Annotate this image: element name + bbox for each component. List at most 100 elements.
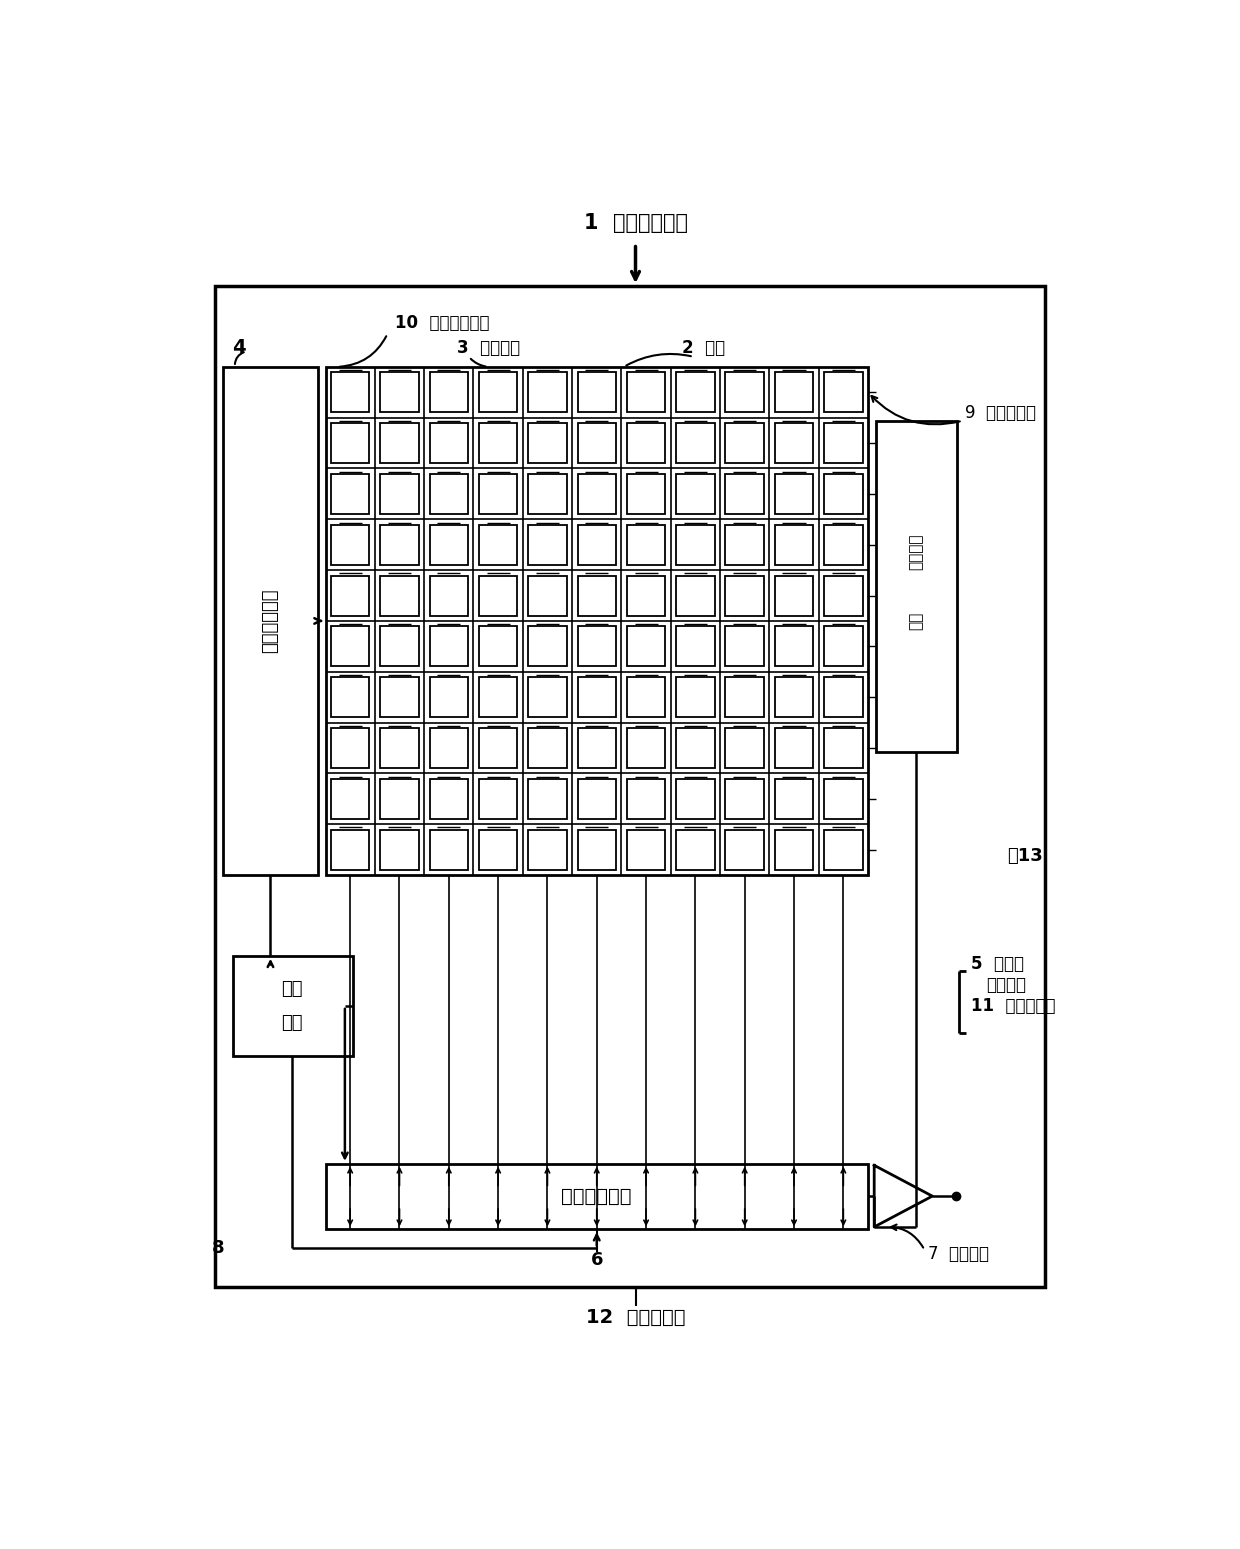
- Bar: [775, 677, 813, 717]
- Bar: [676, 576, 714, 615]
- Bar: [528, 830, 567, 869]
- Bar: [331, 830, 370, 869]
- Bar: [528, 423, 567, 463]
- Bar: [331, 779, 370, 819]
- Bar: [676, 626, 714, 666]
- Text: 8: 8: [212, 1239, 224, 1258]
- Bar: [775, 779, 813, 819]
- Bar: [825, 626, 863, 666]
- Bar: [381, 626, 419, 666]
- Bar: [676, 423, 714, 463]
- Bar: [627, 423, 666, 463]
- Bar: [528, 474, 567, 514]
- Polygon shape: [874, 1165, 932, 1227]
- Bar: [429, 474, 467, 514]
- Bar: [528, 677, 567, 717]
- Bar: [528, 525, 567, 565]
- Bar: [825, 830, 863, 869]
- Bar: [627, 830, 666, 869]
- Bar: [479, 779, 517, 819]
- Bar: [578, 474, 616, 514]
- Bar: [223, 367, 317, 875]
- Bar: [331, 372, 370, 412]
- Bar: [429, 728, 467, 768]
- Bar: [528, 626, 567, 666]
- Bar: [725, 372, 764, 412]
- Bar: [216, 287, 1044, 1287]
- Bar: [331, 423, 370, 463]
- Bar: [725, 779, 764, 819]
- Bar: [578, 423, 616, 463]
- Bar: [725, 626, 764, 666]
- Bar: [331, 474, 370, 514]
- Text: 列系出输: 列系出输: [909, 533, 924, 570]
- Bar: [825, 576, 863, 615]
- Bar: [676, 474, 714, 514]
- Bar: [381, 372, 419, 412]
- Bar: [725, 677, 764, 717]
- Text: 4: 4: [233, 338, 246, 358]
- Text: 10  像素驱动配线: 10 像素驱动配线: [396, 314, 490, 331]
- Bar: [775, 576, 813, 615]
- Bar: [627, 677, 666, 717]
- Bar: [775, 626, 813, 666]
- Bar: [325, 1163, 868, 1230]
- Bar: [627, 728, 666, 768]
- Text: ～13: ～13: [1007, 847, 1043, 864]
- Bar: [825, 779, 863, 819]
- Bar: [627, 626, 666, 666]
- Text: 12  半导体基板: 12 半导体基板: [585, 1309, 686, 1327]
- Bar: [429, 423, 467, 463]
- Bar: [331, 677, 370, 717]
- Bar: [725, 728, 764, 768]
- Bar: [725, 474, 764, 514]
- Bar: [578, 779, 616, 819]
- Bar: [325, 367, 868, 875]
- Bar: [825, 677, 863, 717]
- Bar: [578, 728, 616, 768]
- Text: 3  像素阵列: 3 像素阵列: [458, 339, 521, 356]
- Bar: [479, 576, 517, 615]
- Bar: [429, 779, 467, 819]
- Bar: [479, 677, 517, 717]
- Text: 控制: 控制: [281, 981, 303, 998]
- Bar: [528, 779, 567, 819]
- Text: 水平驱动电路: 水平驱动电路: [562, 1187, 632, 1205]
- Bar: [725, 525, 764, 565]
- Bar: [381, 525, 419, 565]
- Bar: [775, 728, 813, 768]
- Text: 垂直驱动电路: 垂直驱动电路: [262, 589, 279, 654]
- Bar: [825, 372, 863, 412]
- Bar: [775, 423, 813, 463]
- Bar: [331, 576, 370, 615]
- Bar: [479, 626, 517, 666]
- Bar: [429, 677, 467, 717]
- Text: 11  水平信号线: 11 水平信号线: [971, 998, 1055, 1015]
- Bar: [479, 728, 517, 768]
- Bar: [381, 728, 419, 768]
- Bar: [825, 423, 863, 463]
- Bar: [725, 576, 764, 615]
- Bar: [429, 525, 467, 565]
- Bar: [676, 525, 714, 565]
- Text: 9  垂直信号线: 9 垂直信号线: [965, 404, 1035, 421]
- Bar: [825, 474, 863, 514]
- Bar: [331, 525, 370, 565]
- Bar: [676, 779, 714, 819]
- Bar: [331, 626, 370, 666]
- Bar: [627, 525, 666, 565]
- Bar: [331, 728, 370, 768]
- Bar: [578, 372, 616, 412]
- Bar: [676, 677, 714, 717]
- Bar: [775, 525, 813, 565]
- Bar: [578, 576, 616, 615]
- Bar: [578, 830, 616, 869]
- Bar: [775, 372, 813, 412]
- Bar: [578, 626, 616, 666]
- Bar: [528, 576, 567, 615]
- Bar: [725, 423, 764, 463]
- Bar: [233, 956, 352, 1056]
- Bar: [381, 830, 419, 869]
- Bar: [627, 576, 666, 615]
- Text: 5  列信号: 5 列信号: [971, 954, 1024, 973]
